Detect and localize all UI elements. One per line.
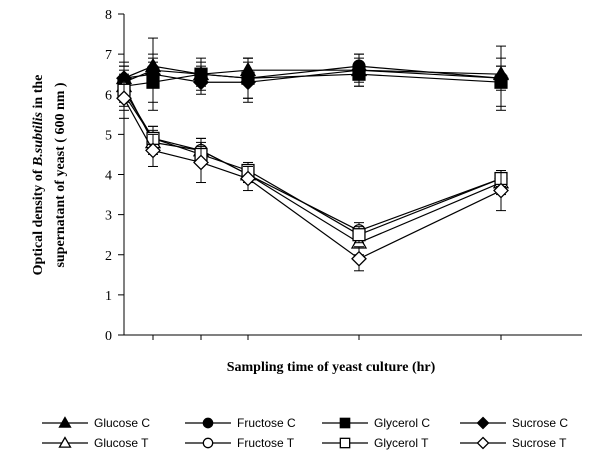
legend-item-glucose-t: Glucose T (42, 436, 149, 450)
series-glycerol-t (117, 77, 508, 244)
y-tick-label: 1 (105, 289, 112, 304)
data-point (352, 228, 366, 242)
data-point (493, 182, 509, 199)
plot-area (123, 14, 582, 336)
y-axis-title-line2: supernatant of yeast ( 600 nm ) (53, 82, 68, 267)
y-tick-label: 4 (105, 169, 112, 184)
y-axis-title-suffix: in the (31, 75, 46, 112)
series-line (123, 73, 502, 87)
data-point (240, 170, 256, 187)
legend-label: Sucrose C (512, 416, 568, 430)
series-line (123, 97, 502, 260)
legend-item-fructose-t: Fructose T (185, 436, 295, 450)
y-axis-title-italic: B.subtilis (31, 111, 46, 167)
legend-label: Fructose T (237, 436, 295, 450)
data-point (193, 154, 209, 171)
data-point (145, 66, 161, 83)
data-point (240, 74, 256, 91)
data-point (193, 74, 209, 91)
y-tick-label: 5 (105, 128, 112, 143)
legend-marker (476, 416, 490, 430)
series-line (123, 89, 502, 236)
legend-marker (202, 417, 214, 429)
y-tick-label: 8 (105, 8, 112, 23)
y-axis-title-prefix: Optical density of (31, 166, 46, 275)
series-glucose-t (115, 73, 510, 256)
legend-label: Glucose C (94, 416, 150, 430)
legend-label: Glycerol C (374, 416, 430, 430)
legend-item-glycerol-c: Glycerol C (322, 416, 430, 430)
y-ticks: 0 1 2 3 4 5 6 7 8 (105, 8, 502, 344)
y-tick-label: 3 (105, 209, 112, 224)
y-tick-label: 0 (105, 329, 112, 344)
y-axis-title: Optical density of B.subtilis in the (31, 75, 46, 276)
x-axis-title: Sampling time of yeast culture (hr) (227, 360, 436, 375)
legend-item-sucrose-c: Sucrose C (460, 416, 568, 430)
legend-item-glycerol-t: Glycerol T (322, 436, 429, 450)
data-point (351, 62, 367, 79)
legend-item-sucrose-t: Sucrose T (460, 436, 567, 450)
data-point (351, 250, 367, 267)
legend-label: Sucrose T (512, 436, 567, 450)
y-tick-label: 6 (105, 88, 112, 103)
data-point (145, 142, 161, 159)
series-line (123, 93, 502, 232)
legend-label: Glucose T (94, 436, 149, 450)
series-layer (115, 37, 510, 272)
data-point (116, 90, 132, 107)
legend-marker (58, 436, 72, 448)
legend-marker (339, 417, 351, 429)
legend-label: Glycerol T (374, 436, 429, 450)
y-tick-label: 7 (105, 48, 112, 63)
legend-marker (476, 436, 490, 450)
legend: Glucose C Fructose C Glycerol C Sucrose C Gl… (42, 416, 568, 450)
series-sucrose-t (116, 77, 509, 272)
legend-item-glucose-c: Glucose C (42, 416, 150, 430)
legend-marker (339, 437, 351, 449)
legend-label: Fructose C (237, 416, 296, 430)
series-sucrose-c (116, 37, 509, 111)
series-glycerol-c (117, 57, 508, 111)
y-tick-label: 2 (105, 249, 112, 264)
series-line (123, 85, 502, 244)
legend-marker (202, 437, 214, 449)
data-point (493, 70, 509, 87)
legend-marker (58, 416, 72, 428)
legend-item-fructose-c: Fructose C (185, 416, 296, 430)
series-line (123, 65, 502, 83)
